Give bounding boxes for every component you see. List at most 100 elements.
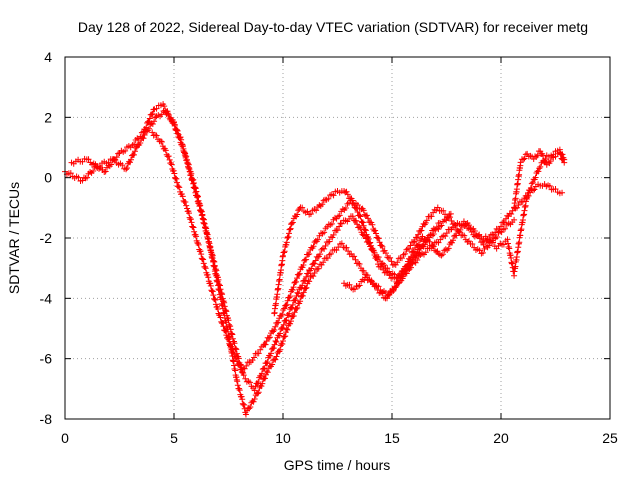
data-point	[272, 356, 279, 363]
data-point	[357, 225, 364, 232]
data-point	[378, 242, 385, 249]
data-point	[267, 352, 274, 359]
data-point	[314, 236, 321, 243]
data-point	[351, 286, 358, 293]
data-point	[368, 242, 375, 249]
data-point	[508, 210, 515, 217]
data-point	[200, 256, 207, 263]
data-point	[223, 332, 230, 339]
data-point	[124, 165, 131, 172]
data-point	[247, 403, 254, 410]
data-point	[145, 118, 152, 125]
data-point	[375, 283, 382, 290]
data-point	[167, 115, 174, 122]
data-point	[236, 387, 243, 394]
data-point	[423, 217, 430, 224]
x-tick-label: 15	[384, 430, 400, 446]
data-point	[178, 136, 185, 143]
data-point	[218, 318, 225, 325]
data-point	[143, 124, 150, 131]
data-point	[184, 205, 191, 212]
data-point	[239, 396, 246, 403]
data-point	[203, 229, 210, 236]
data-point	[205, 235, 212, 242]
data-point	[438, 252, 445, 259]
data-point	[275, 319, 282, 326]
data-point	[414, 242, 421, 249]
data-point	[320, 197, 327, 204]
data-point	[239, 400, 246, 407]
data-point	[113, 154, 120, 161]
data-point	[67, 170, 74, 177]
data-point	[131, 141, 138, 148]
data-point	[524, 194, 531, 201]
data-point	[362, 226, 369, 233]
data-point	[302, 285, 309, 292]
data-point	[223, 308, 230, 315]
data-point	[313, 207, 320, 214]
data-point	[211, 262, 218, 269]
data-point	[190, 224, 197, 231]
data-point	[400, 251, 407, 258]
data-point	[333, 247, 340, 254]
data-point	[153, 132, 160, 139]
data-point	[165, 111, 172, 118]
data-point	[262, 375, 269, 382]
data-point	[261, 365, 268, 372]
data-point	[533, 153, 540, 160]
data-point	[188, 219, 195, 226]
data-points	[62, 101, 568, 418]
data-point	[360, 222, 367, 229]
data-point	[191, 228, 198, 235]
data-point	[289, 286, 296, 293]
data-point	[326, 251, 333, 258]
data-point	[221, 303, 228, 310]
data-point	[418, 227, 425, 234]
data-point	[407, 264, 414, 271]
data-point	[132, 144, 139, 151]
data-point	[181, 149, 188, 156]
data-point	[338, 220, 345, 227]
data-point	[287, 226, 294, 233]
data-point	[330, 192, 337, 199]
data-point	[400, 271, 407, 278]
x-tick-label: 25	[602, 430, 618, 446]
data-point	[479, 249, 486, 256]
data-point	[287, 318, 294, 325]
data-point	[387, 254, 394, 261]
data-point	[411, 238, 418, 245]
data-point	[378, 263, 385, 270]
data-point	[279, 325, 286, 332]
data-point	[281, 249, 288, 256]
data-point	[465, 238, 472, 245]
data-point	[197, 248, 204, 255]
data-point	[273, 353, 280, 360]
data-point	[212, 266, 219, 273]
data-point	[362, 227, 369, 234]
data-point	[165, 153, 172, 160]
data-point	[213, 267, 220, 274]
y-tick-label: -2	[40, 230, 53, 246]
data-point	[410, 248, 417, 255]
data-point	[167, 160, 174, 167]
data-point	[198, 251, 205, 258]
data-point	[306, 250, 313, 257]
data-point	[316, 202, 323, 209]
data-point	[559, 189, 566, 196]
data-point	[318, 246, 325, 253]
data-point	[471, 228, 478, 235]
data-point	[517, 232, 524, 239]
data-point	[532, 153, 539, 160]
data-point	[443, 230, 450, 237]
data-point	[439, 251, 446, 258]
data-point	[528, 180, 535, 187]
data-point	[546, 183, 553, 190]
data-point	[157, 138, 164, 145]
data-point	[153, 105, 160, 112]
data-point	[358, 218, 365, 225]
data-point	[490, 232, 497, 239]
data-point	[442, 233, 449, 240]
data-point	[263, 360, 270, 367]
data-point	[490, 239, 497, 246]
